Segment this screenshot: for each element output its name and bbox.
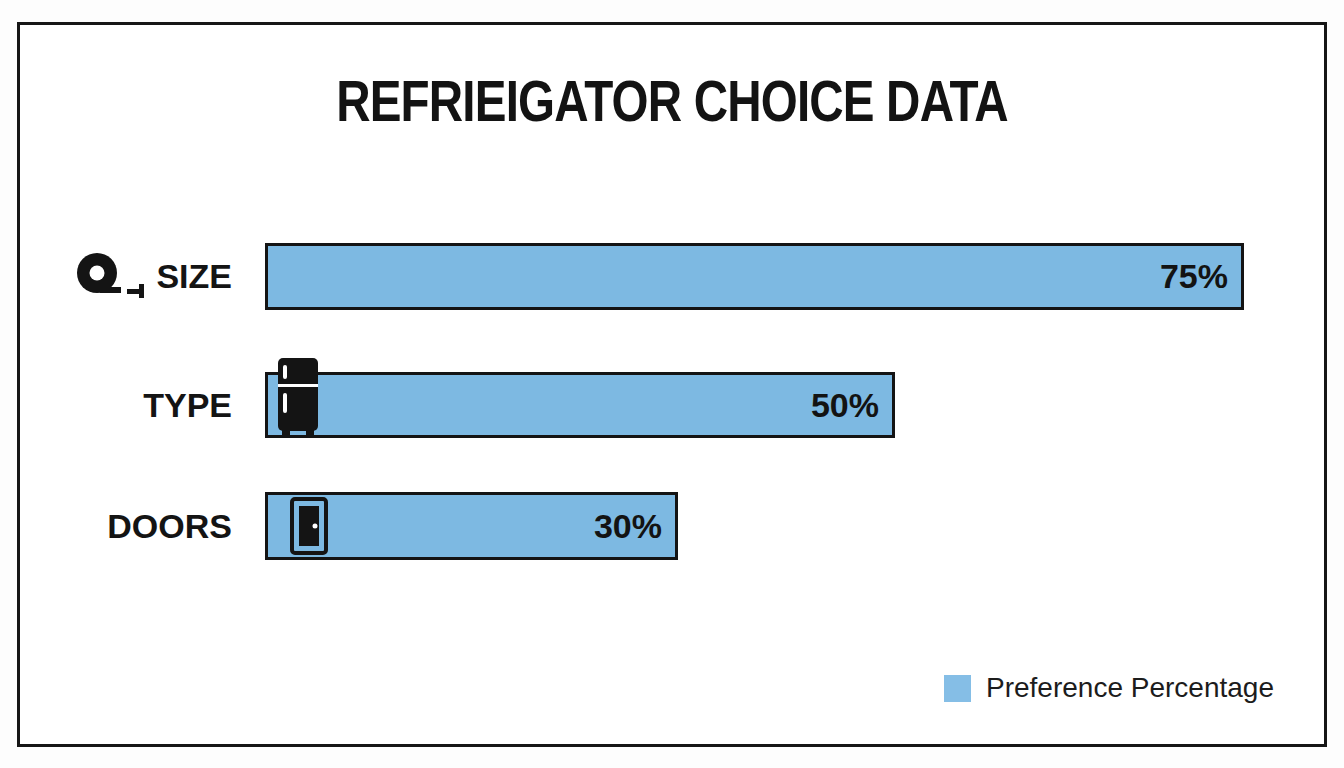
refrigerator-icon [278, 358, 318, 440]
legend-label: Preference Percentage [986, 672, 1274, 704]
category-label: SIZE [156, 257, 232, 296]
door-icon [290, 497, 328, 559]
row-label-size: SIZE [48, 243, 232, 310]
bar-type: 50% [265, 372, 895, 438]
chart-title: REFRIEIGATOR CHOICE DATA [137, 67, 1206, 134]
category-label: TYPE [143, 386, 232, 425]
legend-swatch [944, 675, 971, 702]
row-label-type: TYPE [48, 372, 232, 438]
row-label-doors: DOORS [48, 492, 232, 560]
legend: Preference Percentage [944, 672, 1274, 704]
category-label: DOORS [107, 507, 232, 546]
bar-value-label: 75% [1160, 257, 1228, 296]
bar-size: 75% [265, 243, 1244, 310]
bar-value-label: 30% [594, 507, 662, 546]
chart-frame: REFRIEIGATOR CHOICE DATA SIZE 75% TYPE 5… [17, 22, 1327, 747]
tape-measure-icon [76, 249, 150, 305]
bar-value-label: 50% [811, 386, 879, 425]
